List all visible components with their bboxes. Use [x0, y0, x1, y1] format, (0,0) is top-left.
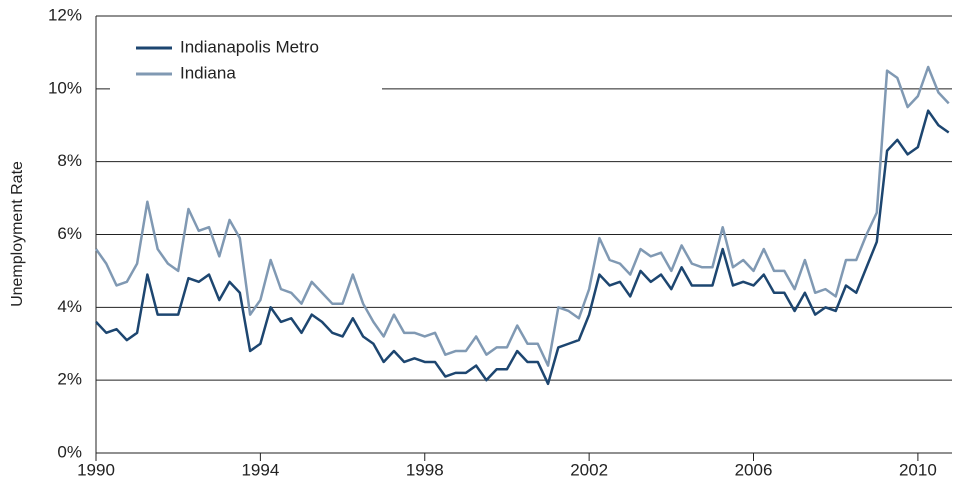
- x-tick-label: 1990: [77, 460, 115, 479]
- y-tick-label: 4%: [57, 297, 82, 316]
- series-line: [94, 65, 950, 367]
- series-line: [95, 109, 950, 386]
- x-tick-label: 2010: [899, 460, 937, 479]
- x-tick-label: 1998: [406, 460, 444, 479]
- legend-box: [110, 28, 382, 100]
- y-tick-label: 6%: [57, 224, 82, 243]
- y-tick-label: 2%: [57, 370, 82, 389]
- legend-label: Indiana: [180, 63, 236, 82]
- y-tick-label: 10%: [48, 78, 82, 97]
- x-tick-label: 2002: [570, 460, 608, 479]
- x-tick-label: 2006: [735, 460, 773, 479]
- y-tick-label: 12%: [48, 5, 82, 24]
- y-tick-label: 8%: [57, 151, 82, 170]
- x-tick-label: 1994: [241, 460, 279, 479]
- y-tick-label: 0%: [57, 442, 82, 461]
- legend-label: Indianapolis Metro: [180, 37, 319, 56]
- y-axis-label: Unemployment Rate: [9, 161, 26, 307]
